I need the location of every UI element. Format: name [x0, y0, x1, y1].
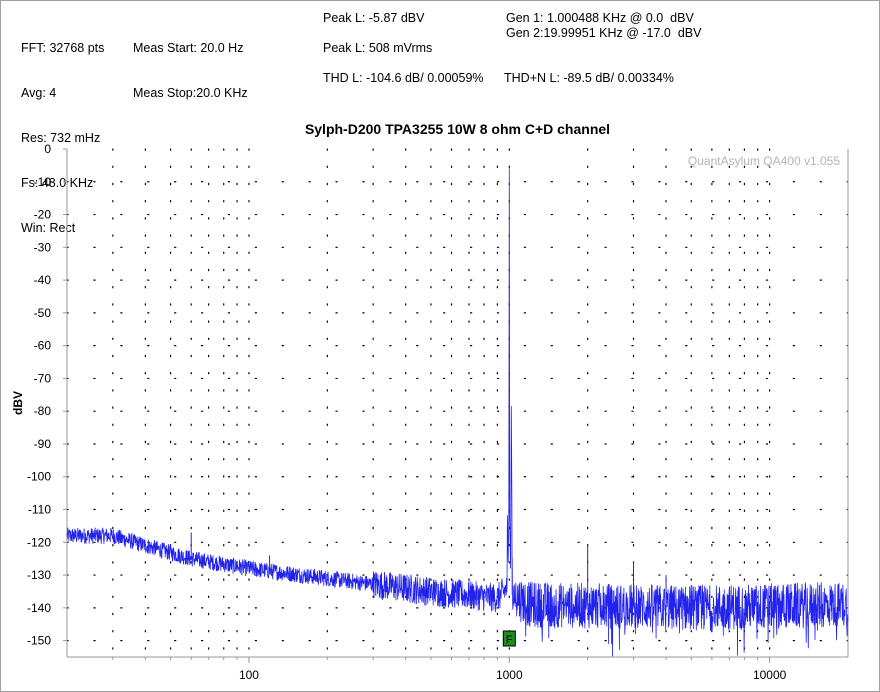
- y-tick-label: -40: [34, 273, 52, 287]
- meas-start-readout: Meas Start: 20.0 Hz: [133, 41, 244, 55]
- generator-2-readout: Gen 2:19.99951 KHz @ -17.0 dBV: [506, 26, 702, 40]
- resolution-readout: Res: 732 mHz: [21, 131, 101, 145]
- y-tick-label: -70: [34, 371, 52, 385]
- sample-rate-readout: Fs: 48.0 KHz: [21, 176, 94, 190]
- averages-readout: Avg: 4: [21, 86, 57, 100]
- grid: [66, 148, 849, 658]
- y-tick-label: -20: [34, 208, 52, 222]
- y-tick-label: -60: [34, 339, 52, 353]
- y-tick-label: -80: [34, 404, 52, 418]
- y-tick-label: -120: [27, 535, 51, 549]
- generator-1-readout: Gen 1: 1.000488 KHz @ 0.0 dBV: [506, 11, 694, 25]
- y-tick-label: -110: [28, 503, 51, 517]
- thd-readout: THD L: -104.6 dB/ 0.00059%: [323, 71, 484, 85]
- y-tick-label: -130: [27, 568, 51, 582]
- chart-title: Sylph-D200 TPA3255 10W 8 ohm C+D channel: [305, 121, 610, 137]
- fft-size-readout: FFT: 32768 pts: [21, 41, 105, 55]
- x-tick-label: 10000: [753, 668, 787, 682]
- fft-settings-readout: FFT: 32768 pts Avg: 4 Res: 732 mHz Fs: 4…: [21, 11, 104, 251]
- x-tick-label: 1000: [496, 668, 523, 682]
- y-tick-label: -90: [34, 437, 52, 451]
- y-tick-label: -30: [34, 240, 52, 254]
- watermark: QuantAsylum QA400 v1.055: [688, 154, 840, 168]
- y-tick-label: -150: [27, 634, 51, 648]
- measurement-range-readout: Meas Start: 20.0 Hz Meas Stop:20.0 KHz: [133, 11, 248, 116]
- peak-vrms-readout: Peak L: 508 mVrms: [323, 41, 433, 55]
- window-readout: Win: Rect: [21, 221, 76, 235]
- meas-stop-readout: Meas Stop:20.0 KHz: [133, 86, 248, 100]
- fundamental-marker-label: F: [506, 634, 513, 646]
- spectrum-trace: [66, 168, 849, 657]
- thdn-readout: THD+N L: -89.5 dB/ 0.00334%: [504, 71, 674, 85]
- y-tick-label: -10: [34, 175, 52, 189]
- y-tick-label: 0: [44, 142, 51, 156]
- y-tick-label: -50: [34, 306, 52, 320]
- y-axis-label: dBV: [11, 391, 25, 415]
- x-tick-label: 100: [239, 668, 259, 682]
- peak-dbv-readout: Peak L: -5.87 dBV: [323, 11, 425, 25]
- fundamental-marker: [502, 630, 516, 647]
- y-tick-label: -140: [27, 601, 51, 615]
- y-tick-label: -100: [27, 470, 51, 484]
